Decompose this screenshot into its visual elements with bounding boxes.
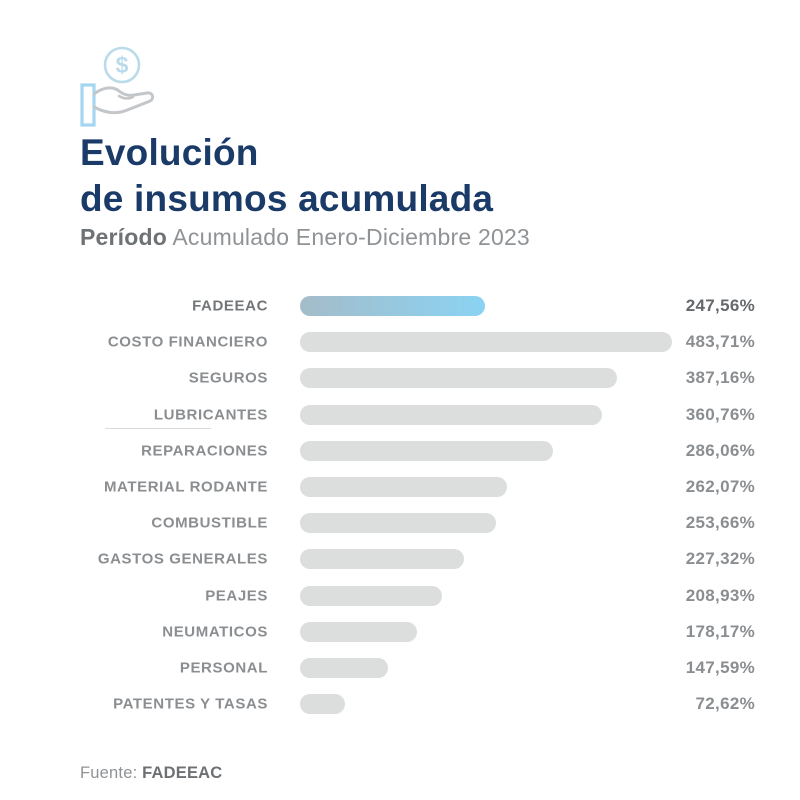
row-value: 483,71% <box>685 332 755 352</box>
chart-row: PATENTES Y TASAS 72,62% <box>80 686 755 722</box>
row-label: PATENTES Y TASAS <box>113 695 268 713</box>
source-label: Fuente: <box>80 764 143 782</box>
row-bar <box>300 585 442 606</box>
row-value: 360,76% <box>685 404 755 424</box>
row-label: GASTOS GENERALES <box>97 550 268 568</box>
svg-text:$: $ <box>116 52 129 78</box>
page-title-line1: Evolución <box>80 132 259 173</box>
row-label: PERSONAL <box>179 659 268 677</box>
chart-row: FADEEAC 247,56% <box>80 288 755 324</box>
chart-row: PERSONAL 147,59% <box>80 650 755 686</box>
row-label: PEAJES <box>205 587 268 605</box>
chart-row: LUBRICANTES 360,76% <box>80 397 755 433</box>
row-value: 72,62% <box>695 694 755 714</box>
chart-row: COSTO FINANCIERO 483,71% <box>80 324 755 360</box>
chart-row: MATERIAL RODANTE 262,07% <box>80 469 755 505</box>
row-label: COMBUSTIBLE <box>151 514 268 532</box>
row-bar <box>300 296 485 317</box>
row-bar <box>300 694 345 715</box>
chart-row: PEAJES 208,93% <box>80 578 755 614</box>
period-label: Período <box>80 224 168 250</box>
row-value: 286,06% <box>685 440 755 460</box>
row-bar <box>300 440 553 461</box>
chart-row: REPARACIONES 286,06% <box>80 433 755 469</box>
source-value: FADEEAC <box>142 764 223 782</box>
row-value: 253,66% <box>685 513 755 533</box>
period-subtitle: Período Acumulado Enero-Diciembre 2023 <box>80 224 530 251</box>
row-value: 147,59% <box>685 657 755 677</box>
source-footer: Fuente: FADEEAC <box>80 764 222 783</box>
chart-row: NEUMATICOS 178,17% <box>80 614 755 650</box>
row-value: 178,17% <box>685 621 755 641</box>
row-bar <box>300 513 496 534</box>
patentes-label-underline <box>105 428 211 429</box>
chart-row: GASTOS GENERALES 227,32% <box>80 541 755 577</box>
row-label: MATERIAL RODANTE <box>103 478 268 496</box>
row-value: 262,07% <box>685 477 755 497</box>
row-label: LUBRICANTES <box>153 406 268 424</box>
row-label: COSTO FINANCIERO <box>107 333 268 351</box>
row-label: FADEEAC <box>192 297 268 315</box>
row-bar <box>300 549 464 570</box>
hand-holding-dollar-coin-icon: $ <box>78 42 164 132</box>
chart-row: SEGUROS 387,16% <box>80 360 755 396</box>
row-value: 387,16% <box>685 368 755 388</box>
bar-chart: FADEEAC 247,56% COSTO FINANCIERO 483,71% SEG… <box>80 288 755 722</box>
period-value: Acumulado Enero-Diciembre 2023 <box>167 224 530 250</box>
page-title-line2: de insumos acumulada <box>80 178 494 219</box>
row-bar <box>300 404 602 425</box>
row-bar <box>300 368 617 389</box>
row-label: SEGUROS <box>188 369 268 387</box>
row-bar <box>300 657 388 678</box>
row-bar <box>300 477 507 498</box>
row-label: REPARACIONES <box>141 442 268 460</box>
row-value: 227,32% <box>685 549 755 569</box>
row-value: 208,93% <box>685 585 755 605</box>
page-title: Evolución de insumos acumulada <box>80 130 493 222</box>
row-bar <box>300 621 417 642</box>
chart-row: COMBUSTIBLE 253,66% <box>80 505 755 541</box>
row-bar <box>300 332 672 353</box>
row-value: 247,56% <box>685 296 755 316</box>
row-label: NEUMATICOS <box>162 623 268 641</box>
